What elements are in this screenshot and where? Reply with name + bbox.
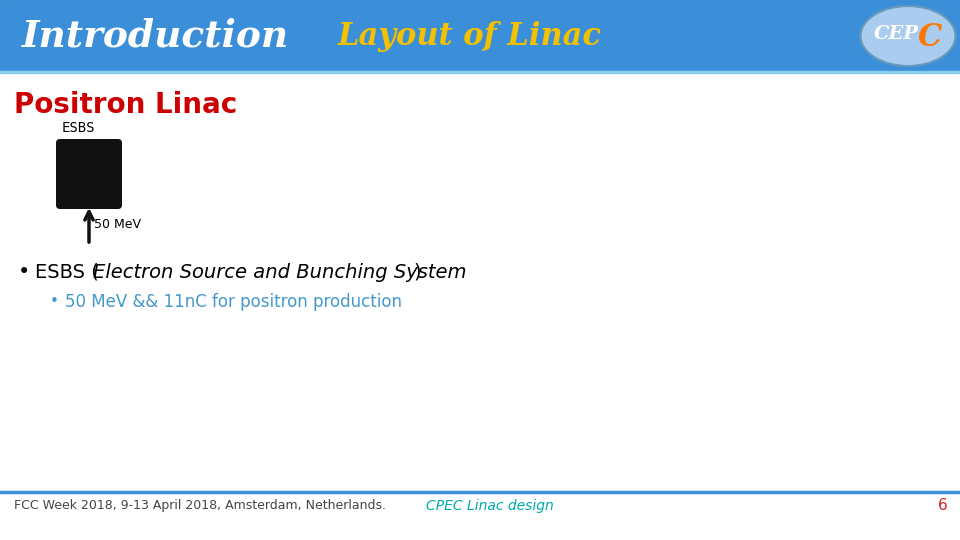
Bar xyxy=(0,0,960,72)
Text: C: C xyxy=(918,23,942,53)
Text: 50 MeV: 50 MeV xyxy=(94,219,141,232)
Text: Layout of Linac: Layout of Linac xyxy=(338,21,602,51)
Text: Introduction: Introduction xyxy=(22,17,289,55)
Text: CPEC Linac design: CPEC Linac design xyxy=(426,499,554,513)
Text: ): ) xyxy=(413,262,420,281)
Text: •: • xyxy=(18,262,31,282)
Text: 6: 6 xyxy=(938,498,948,514)
Text: FCC Week 2018, 9-13 April 2018, Amsterdam, Netherlands.: FCC Week 2018, 9-13 April 2018, Amsterda… xyxy=(14,500,386,512)
Text: 50 MeV && 11nC for positron production: 50 MeV && 11nC for positron production xyxy=(65,293,402,311)
Text: Electron Source and Bunching System: Electron Source and Bunching System xyxy=(93,262,467,281)
Text: Positron Linac: Positron Linac xyxy=(14,91,237,119)
Text: •: • xyxy=(50,294,59,309)
Text: ESBS (: ESBS ( xyxy=(35,262,105,281)
Text: ESBS: ESBS xyxy=(62,121,95,135)
Text: CEP: CEP xyxy=(874,25,919,43)
FancyBboxPatch shape xyxy=(56,139,122,209)
Ellipse shape xyxy=(860,6,955,66)
